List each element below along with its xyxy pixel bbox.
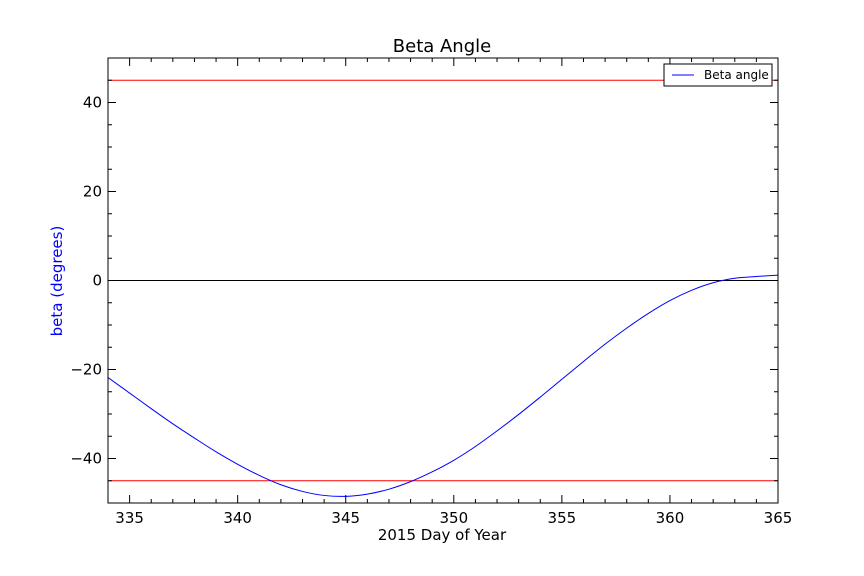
y-tick-label: −40 [70,450,102,468]
x-tick-label: 365 [764,509,793,527]
x-tick-label: 355 [548,509,577,527]
plot-area: 335 340 345 350 355 360 365 −40 −20 0 20 40 [70,57,793,527]
y-axis-title: beta (degrees) [48,226,66,337]
x-axis-title: 2015 Day of Year [378,526,507,544]
series-line-beta-angle [108,274,778,497]
legend: Beta angle [663,63,773,87]
y-tick-label: 40 [83,94,102,112]
legend-label: Beta angle [704,68,769,82]
x-tick-label: 340 [223,509,252,527]
legend-box [663,63,773,87]
chart-title: Beta Angle [393,36,491,57]
y-tick-label: 0 [92,272,102,290]
x-tick-label: 360 [656,509,685,527]
x-tick-label: 345 [331,509,360,527]
x-tick-label: 335 [115,509,144,527]
y-tick-label: 20 [83,183,102,201]
y-tick-label: −20 [70,361,102,379]
x-tick-label: 350 [439,509,468,527]
